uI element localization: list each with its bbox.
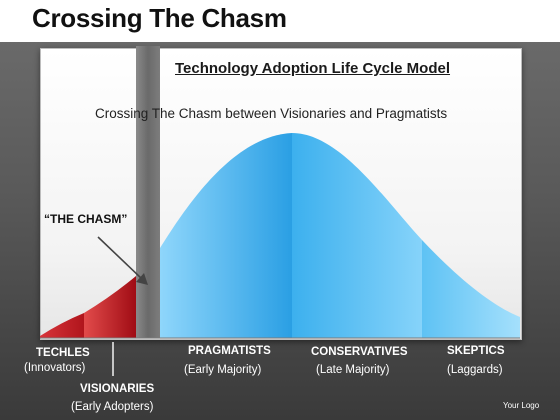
logo-text: Your Logo [503, 401, 540, 410]
segment-label-visionaries: VISIONARIES [80, 383, 155, 395]
segment-label-skeptics: SKEPTICS [447, 345, 505, 357]
slide-title: Crossing The Chasm [32, 3, 287, 33]
chasm-arrow [97, 236, 143, 280]
segment-label-pragmatists: PRAGMATISTS [188, 345, 271, 357]
segment-innovators [40, 313, 84, 338]
segment-sublabel-late-majority: (Late Majority) [316, 364, 390, 376]
segment-laggards [422, 240, 520, 338]
segment-sublabel-early-adopters: (Early Adopters) [71, 401, 154, 413]
model-title: Technology Adoption Life Cycle Model [175, 60, 451, 77]
title-bar [0, 0, 560, 42]
chasm-arrow-head [136, 273, 148, 285]
chasm-gap [136, 46, 160, 338]
model-subtitle: Crossing The Chasm between Visionaries a… [95, 106, 448, 121]
segment-sublabel-early-majority: (Early Majority) [184, 364, 262, 376]
segment-sublabel-innovators: (Innovators) [24, 362, 86, 374]
segment-label-conservatives: CONSERVATIVES [311, 346, 408, 358]
segment-sublabel-laggards: (Laggards) [447, 364, 503, 376]
segment-late-majority [292, 133, 422, 338]
chasm-label: “THE CHASM” [44, 212, 128, 226]
segment-early-adopters [84, 276, 136, 338]
segment-label-techles: TECHLES [36, 347, 90, 359]
segment-early-majority [160, 133, 292, 338]
